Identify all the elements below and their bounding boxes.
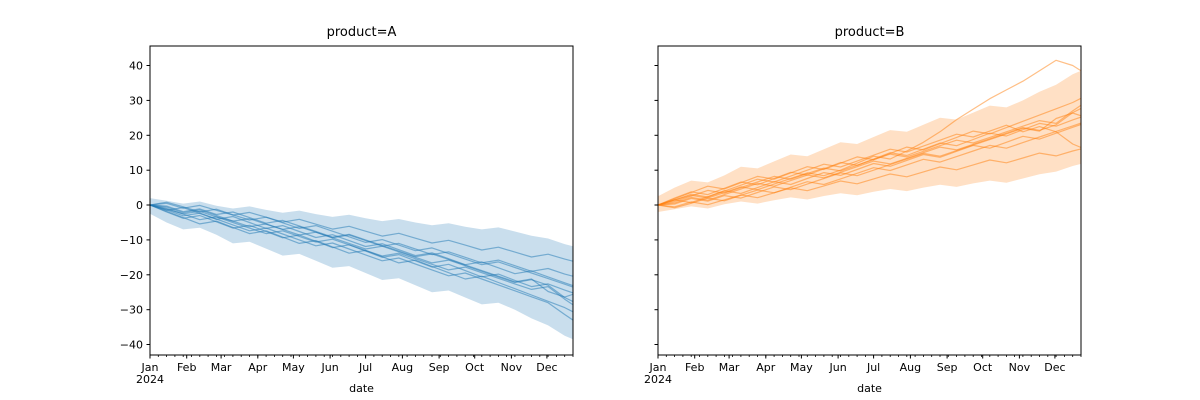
series-line [658,104,1081,206]
y-tick-label: 20 [129,129,143,142]
series-lines [150,201,573,321]
series-lines [658,59,1081,209]
y-tick-label: −10 [120,234,143,247]
x-tick-label: Jun [321,361,339,374]
x-tick-label: Aug [392,361,413,374]
x-tick-label: Jan [141,361,159,374]
axes-frame [149,45,574,356]
x-tick-label: Dec [1044,361,1065,374]
series-line [658,124,1081,206]
chart-b-title: product=B [834,25,905,40]
y-axis: −40 −30 −20 −10 0 10 20 30 40 [120,60,150,352]
x-tick-label: Mar [211,361,232,374]
x-tick-label: Apr [248,361,268,374]
confidence-band [658,70,1081,212]
chart-b-xlabel: date [857,382,882,395]
series-line [658,122,1081,209]
series-line [150,204,573,294]
plot-area [658,59,1081,212]
axes-frame [657,45,1082,356]
y-tick-label: 30 [129,94,143,107]
x-tick-label: Oct [465,361,485,374]
series-line [658,148,1081,208]
series-line [150,204,573,298]
chart-a-xlabel: date [349,382,374,395]
x-tick-label: Sep [937,361,958,374]
x-tick-label: Nov [501,361,523,374]
y-tick-label: 10 [129,164,143,177]
y-tick-label: −20 [120,269,143,282]
x-tick-label: Dec [536,361,557,374]
confidence-band [150,198,573,340]
series-line [150,202,573,262]
x-tick-label: Jan [649,361,667,374]
x-tick-label: Jun [829,361,847,374]
x-tick-label: Nov [1009,361,1031,374]
series-line [150,204,573,306]
x-tick-label: May [282,361,305,374]
y-axis [654,65,658,345]
series-line [150,204,573,303]
series-line [658,116,1081,206]
y-tick-label: 40 [129,60,143,73]
y-tick-label: −30 [120,304,143,317]
x-tick-year-label: 2024 [136,373,164,386]
x-tick-label: Jul [358,361,372,374]
x-tick-label: Sep [429,361,450,374]
series-line [150,201,573,288]
x-tick-label: Mar [719,361,740,374]
x-tick-year-label: 2024 [644,373,672,386]
x-tick-label: May [790,361,813,374]
series-line [150,204,573,321]
x-tick-label: Apr [756,361,776,374]
y-tick-label: −40 [120,339,143,352]
x-tick-label: Aug [900,361,921,374]
x-tick-label: Oct [973,361,993,374]
y-tick-label: 0 [136,199,143,212]
x-tick-label: Feb [685,361,704,374]
x-tick-label: Jul [866,361,880,374]
x-tick-label: Feb [177,361,196,374]
chart-a-title: product=A [326,25,397,40]
series-line [658,59,1081,206]
plot-area [150,198,573,340]
